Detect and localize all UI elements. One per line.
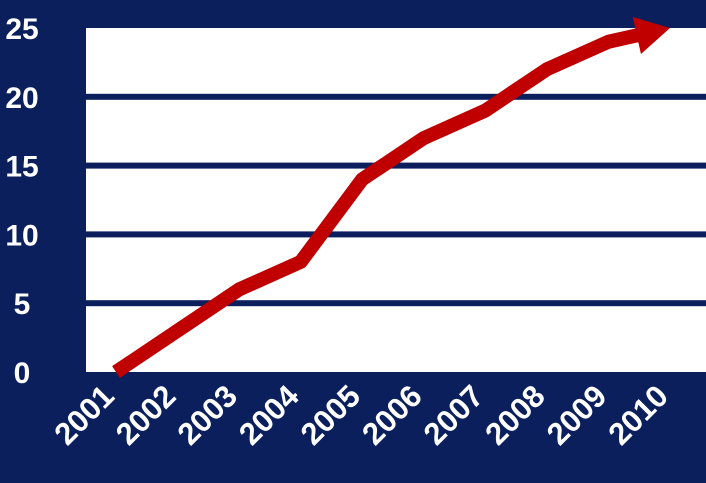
- x-tick-label: 2006: [355, 378, 429, 452]
- y-tick-label: 5: [14, 288, 31, 321]
- y-tick-label: 10: [5, 219, 38, 252]
- x-tick-label: 2008: [478, 378, 552, 452]
- x-tick-label: 2007: [417, 378, 491, 452]
- y-tick-label: 0: [14, 357, 31, 390]
- gridline: [86, 231, 706, 238]
- plot-area: [86, 28, 706, 372]
- arrowhead: [632, 16, 670, 54]
- series-group: [112, 16, 670, 378]
- gridline: [86, 93, 706, 100]
- x-tick-label: 2010: [601, 378, 675, 452]
- x-tick-label: 2001: [47, 378, 121, 452]
- x-tick-label: 2002: [109, 378, 183, 452]
- gridlines: [86, 93, 706, 307]
- y-tick-label: 15: [5, 151, 38, 184]
- y-tick-label: 25: [5, 13, 38, 46]
- x-tick-label: 2004: [232, 378, 306, 452]
- x-tick-label: 2003: [171, 378, 245, 452]
- series-line: [112, 27, 643, 378]
- x-tick-label: 2009: [540, 378, 614, 452]
- gridline: [86, 162, 706, 169]
- gridline: [86, 300, 706, 307]
- x-tick-label: 2005: [294, 378, 368, 452]
- y-axis-ticks: 0 5 10 15 20 25: [5, 13, 38, 390]
- y-tick-label: 20: [5, 82, 38, 115]
